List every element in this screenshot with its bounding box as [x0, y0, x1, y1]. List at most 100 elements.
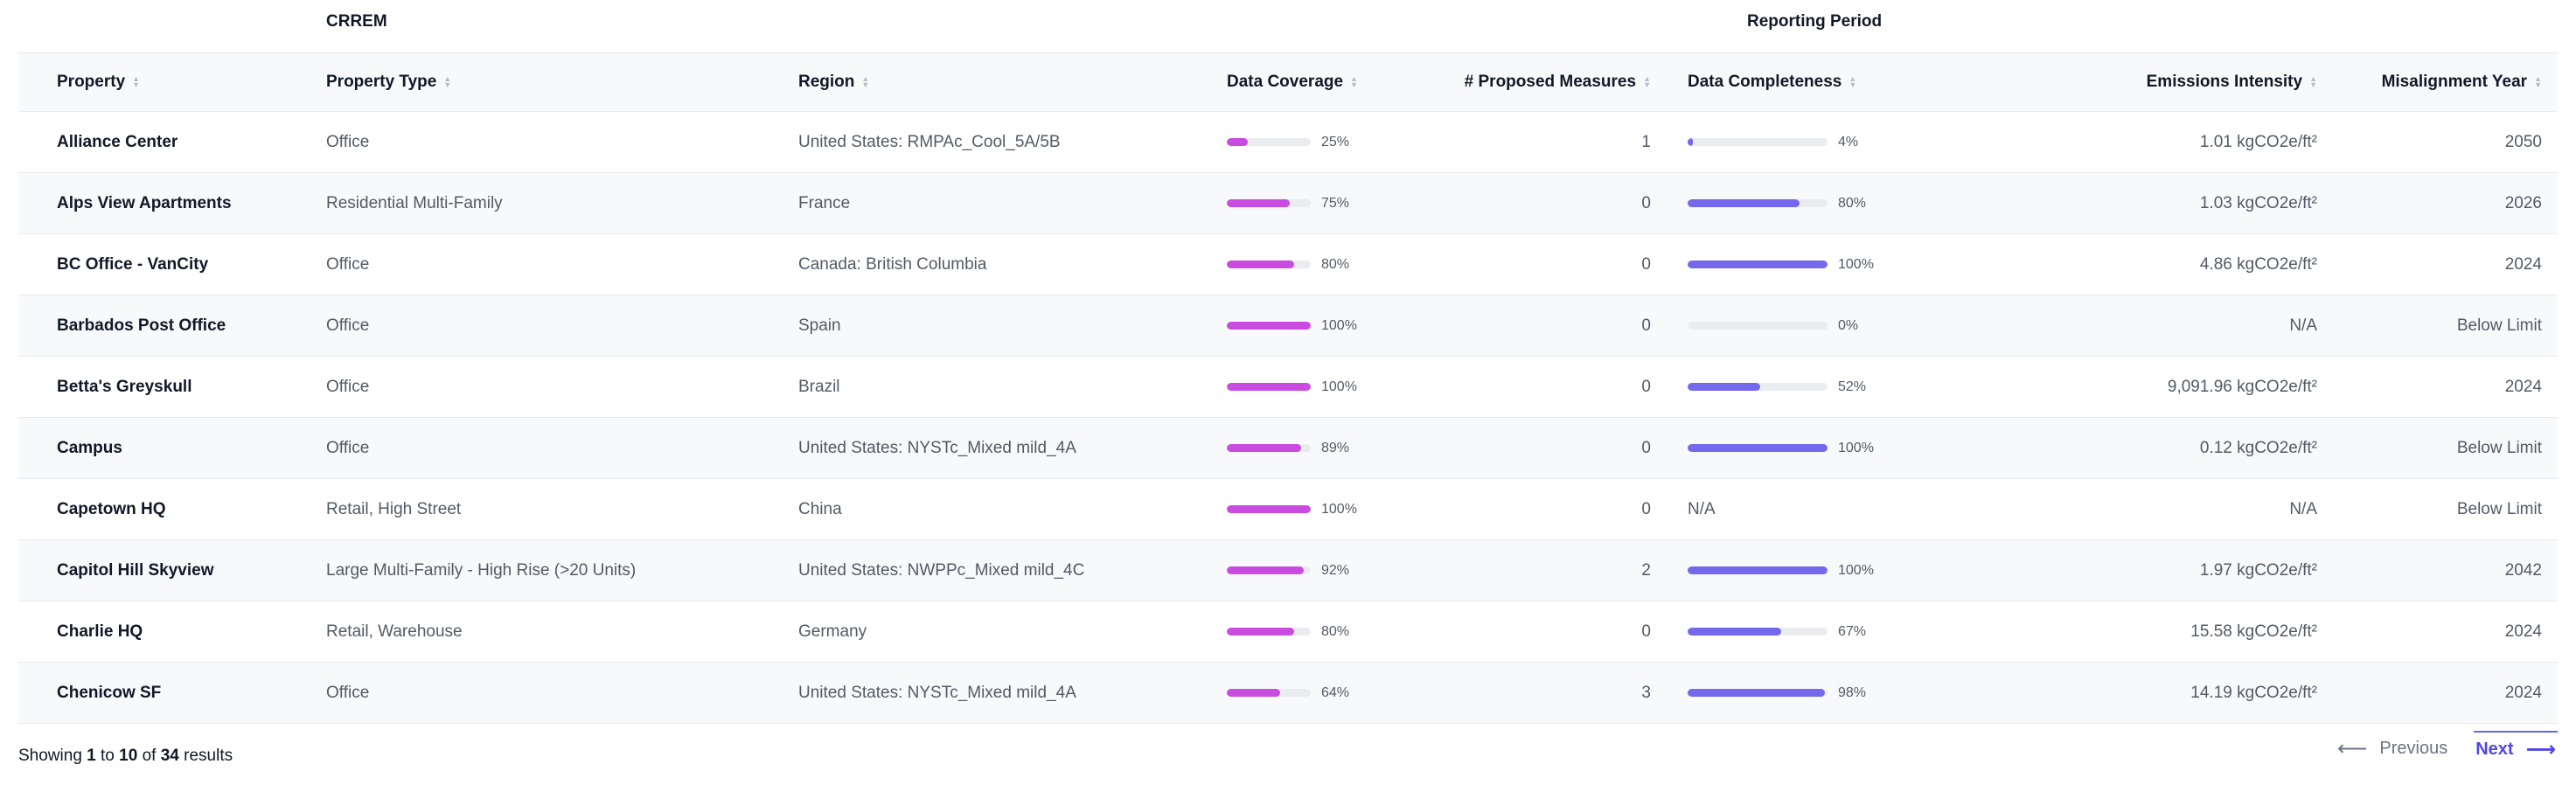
results-of-word: of	[142, 747, 157, 765]
proposed-measures-count: 1	[1641, 132, 1651, 151]
column-header-data-completeness[interactable]: Data Completeness ▲ ▼	[1661, 53, 2016, 111]
completeness-percent: 100%	[1838, 256, 1874, 272]
proposed-measures-cell: 3	[1445, 663, 1661, 723]
table-row[interactable]: Charlie HQ Retail, Warehouse Germany 80% 0 67…	[18, 601, 2558, 663]
data-completeness-cell: 98%	[1661, 663, 2016, 723]
coverage-percent: 80%	[1321, 623, 1350, 639]
property-cell[interactable]: Capitol Hill Skyview	[18, 540, 326, 601]
property-name: Chenicow SF	[57, 683, 162, 702]
column-header-property[interactable]: Property ▲ ▼	[18, 53, 326, 111]
coverage-percent: 64%	[1321, 684, 1350, 700]
proposed-measures-cell: 0	[1445, 479, 1661, 539]
column-header-proposed-measures[interactable]: # Proposed Measures ▲ ▼	[1445, 53, 1661, 111]
property-type-cell: Residential Multi-Family	[326, 173, 798, 233]
misalignment-year: Below Limit	[2456, 316, 2542, 335]
property-cell[interactable]: Campus	[18, 418, 326, 478]
proposed-measures-count: 0	[1641, 438, 1651, 457]
column-header-emissions-intensity[interactable]: Emissions Intensity ▲ ▼	[2016, 53, 2328, 111]
completeness-progress-fill	[1688, 138, 1694, 146]
emissions-intensity-cell: 1.01 kgCO2e/ft²	[2016, 112, 2328, 172]
table-header-row: Property ▲ ▼ Property Type ▲ ▼ Region ▲ ▼ D…	[18, 53, 2558, 112]
data-completeness-cell: 80%	[1661, 173, 2016, 233]
misalignment-year: 2042	[2504, 560, 2542, 580]
property-type: Office	[326, 132, 370, 151]
table-row[interactable]: Barbados Post Office Office Spain 100% 0 0% N/…	[18, 295, 2558, 357]
coverage-indicator: 80%	[1227, 257, 1349, 273]
column-header-misalignment-year[interactable]: Misalignment Year ▲ ▼	[2328, 53, 2558, 111]
completeness-percent: 52%	[1838, 379, 1867, 394]
sort-icon[interactable]: ▲ ▼	[1848, 74, 1857, 89]
completeness-progress-fill	[1688, 444, 1828, 452]
property-name: Capitol Hill Skyview	[57, 560, 214, 580]
coverage-progress-fill	[1227, 505, 1311, 513]
coverage-progress-bar	[1227, 199, 1311, 207]
sort-icon[interactable]: ▲ ▼	[443, 74, 452, 89]
table-row[interactable]: Capitol Hill Skyview Large Multi-Family -…	[18, 540, 2558, 601]
table-row[interactable]: Alliance Center Office United States: RMPA…	[18, 112, 2558, 173]
property-name: Capetown HQ	[57, 499, 166, 518]
completeness-progress-fill	[1688, 383, 1761, 391]
misalignment-year-cell: 2024	[2328, 663, 2558, 723]
property-type: Retail, High Street	[326, 499, 462, 518]
misalignment-year-cell: 2042	[2328, 540, 2558, 601]
property-cell[interactable]: Alps View Apartments	[18, 173, 326, 233]
misalignment-year: 2024	[2504, 622, 2542, 641]
property-cell[interactable]: Barbados Post Office	[18, 295, 326, 356]
column-header-label: Region	[798, 73, 855, 91]
region-cell: France	[798, 173, 1227, 233]
emissions-intensity-cell: 1.97 kgCO2e/ft²	[2016, 540, 2328, 601]
completeness-progress-bar	[1688, 322, 1828, 330]
sort-icon[interactable]: ▲ ▼	[2309, 74, 2317, 89]
completeness-indicator: 67%	[1688, 624, 1866, 640]
property-cell[interactable]: Chenicow SF	[18, 663, 326, 723]
column-header-label: Data Coverage	[1227, 73, 1344, 91]
emissions-intensity: 1.01 kgCO2e/ft²	[2199, 132, 2317, 151]
column-header-data-coverage[interactable]: Data Coverage ▲ ▼	[1227, 53, 1445, 111]
sort-icon[interactable]: ▲ ▼	[132, 74, 141, 89]
property-cell[interactable]: BC Office - VanCity	[18, 234, 326, 295]
emissions-intensity-cell: 9,091.96 kgCO2e/ft²	[2016, 357, 2328, 417]
table-row[interactable]: Alps View Apartments Residential Multi-Fa…	[18, 173, 2558, 234]
results-suffix: results	[184, 747, 233, 765]
property-cell[interactable]: Charlie HQ	[18, 601, 326, 662]
property-name: Alps View Apartments	[57, 193, 232, 212]
property-type: Office	[326, 683, 370, 702]
proposed-measures-cell: 1	[1445, 112, 1661, 172]
coverage-progress-bar	[1227, 444, 1311, 452]
sort-icon[interactable]: ▲ ▼	[1643, 74, 1651, 89]
completeness-progress-bar	[1688, 628, 1828, 636]
next-page-button[interactable]: Next ⟶	[2474, 731, 2558, 766]
completeness-percent: 98%	[1838, 684, 1867, 700]
column-header-label: Property	[57, 73, 126, 91]
region-cell: Brazil	[798, 357, 1227, 417]
table-body: Alliance Center Office United States: RMPA…	[18, 112, 2558, 724]
data-coverage-cell: 64%	[1227, 663, 1445, 723]
coverage-percent: 100%	[1321, 317, 1357, 333]
completeness-progress-bar	[1688, 261, 1828, 268]
property-cell[interactable]: Alliance Center	[18, 112, 326, 172]
table-row[interactable]: BC Office - VanCity Office Canada: British…	[18, 234, 2558, 295]
misalignment-year-cell: 2050	[2328, 112, 2558, 172]
region: Brazil	[798, 377, 840, 396]
sort-icon[interactable]: ▲ ▼	[1350, 74, 1358, 89]
property-name: Charlie HQ	[57, 622, 143, 641]
property-cell[interactable]: Capetown HQ	[18, 479, 326, 539]
sort-icon[interactable]: ▲ ▼	[2534, 74, 2542, 89]
table-row[interactable]: Campus Office United States: NYSTc_Mixed m…	[18, 418, 2558, 479]
column-header-property-type[interactable]: Property Type ▲ ▼	[326, 53, 798, 111]
data-coverage-cell: 92%	[1227, 540, 1445, 601]
sort-icon[interactable]: ▲ ▼	[861, 74, 870, 89]
property-type-cell: Office	[326, 112, 798, 172]
misalignment-year: 2026	[2504, 193, 2542, 212]
property-cell[interactable]: Betta's Greyskull	[18, 357, 326, 417]
column-header-label: Data Completeness	[1688, 73, 1842, 91]
region: Canada: British Columbia	[798, 254, 987, 274]
table-row[interactable]: Betta's Greyskull Office Brazil 100% 0 52% 9,0…	[18, 357, 2558, 418]
previous-page-button[interactable]: ⟵ Previous	[2337, 736, 2447, 761]
coverage-indicator: 100%	[1227, 318, 1357, 334]
column-header-region[interactable]: Region ▲ ▼	[798, 53, 1227, 111]
table-row[interactable]: Capetown HQ Retail, High Street China 100% 0…	[18, 479, 2558, 540]
region: China	[798, 499, 842, 518]
coverage-percent: 100%	[1321, 379, 1357, 394]
table-row[interactable]: Chenicow SF Office United States: NYSTc_Mi…	[18, 663, 2558, 724]
